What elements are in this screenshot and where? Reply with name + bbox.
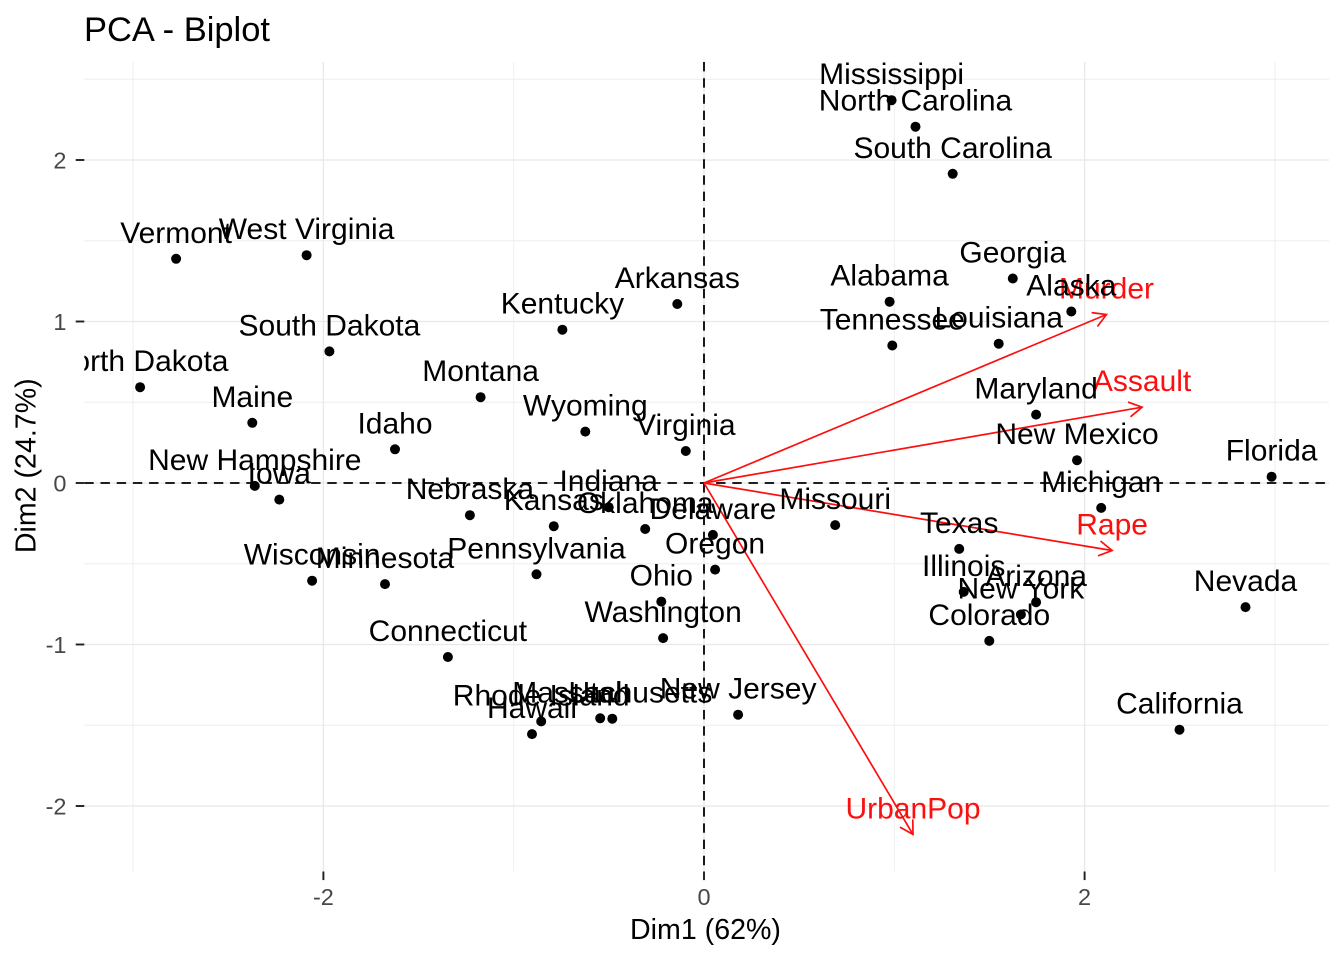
svg-text:New York: New York — [958, 573, 1086, 606]
svg-text:Arizona: Arizona — [985, 560, 1087, 593]
svg-text:-2: -2 — [46, 794, 67, 820]
svg-text:Nebraska: Nebraska — [406, 473, 535, 506]
svg-text:Rhode Island: Rhode Island — [453, 679, 630, 712]
svg-text:Alaska: Alaska — [1026, 270, 1116, 303]
svg-text:Missouri: Missouri — [779, 483, 891, 516]
svg-text:Oregon: Oregon — [665, 528, 765, 561]
svg-text:Connecticut: Connecticut — [369, 615, 528, 648]
svg-text:New Hampshire: New Hampshire — [148, 444, 361, 477]
svg-text:Utah: Utah — [569, 676, 632, 709]
svg-text:0: 0 — [697, 884, 710, 910]
svg-text:PCA - Biplot: PCA - Biplot — [84, 11, 270, 49]
svg-text:Dim2 (24.7%): Dim2 (24.7%) — [11, 378, 43, 553]
svg-text:Hawaii: Hawaii — [487, 692, 577, 725]
svg-text:Florida: Florida — [1226, 435, 1318, 468]
svg-text:Idaho: Idaho — [357, 407, 432, 440]
svg-text:Washington: Washington — [584, 596, 741, 629]
svg-text:Oklahoma: Oklahoma — [577, 487, 714, 520]
svg-text:Assault: Assault — [1093, 365, 1192, 398]
svg-text:Kansas: Kansas — [504, 484, 604, 517]
svg-text:California: California — [1116, 688, 1243, 721]
svg-text:Maine: Maine — [211, 381, 293, 414]
svg-text:Nevada: Nevada — [1194, 565, 1298, 598]
svg-text:1: 1 — [53, 309, 66, 335]
svg-text:Minnesota: Minnesota — [316, 542, 455, 575]
svg-text:Vermont: Vermont — [120, 217, 232, 250]
svg-text:Delaware: Delaware — [650, 493, 777, 526]
svg-text:Wyoming: Wyoming — [523, 390, 648, 423]
svg-text:Arkansas: Arkansas — [615, 262, 740, 295]
svg-text:Maryland: Maryland — [974, 373, 1097, 406]
svg-text:2: 2 — [53, 148, 66, 174]
svg-text:Iowa: Iowa — [248, 458, 312, 491]
svg-text:Alabama: Alabama — [830, 260, 949, 293]
svg-text:West Virginia: West Virginia — [219, 213, 395, 246]
svg-text:2: 2 — [1078, 884, 1091, 910]
svg-text:-2: -2 — [313, 884, 334, 910]
svg-text:Dim1 (62%): Dim1 (62%) — [630, 914, 781, 946]
svg-text:Kentucky: Kentucky — [501, 288, 624, 321]
svg-text:Michigan: Michigan — [1041, 466, 1161, 499]
svg-text:-1: -1 — [46, 632, 67, 658]
svg-text:UrbanPop: UrbanPop — [845, 792, 980, 825]
svg-text:0: 0 — [53, 471, 66, 497]
svg-text:Ohio: Ohio — [630, 560, 693, 593]
svg-text:South Carolina: South Carolina — [853, 132, 1052, 165]
svg-text:Mississippi: Mississippi — [819, 58, 964, 91]
svg-text:North Carolina: North Carolina — [819, 85, 1013, 118]
svg-text:Wisconsin: Wisconsin — [244, 539, 381, 572]
svg-text:Illinois: Illinois — [922, 550, 1005, 583]
svg-text:New Mexico: New Mexico — [995, 418, 1158, 451]
svg-text:Massachusetts: Massachusetts — [512, 677, 712, 710]
svg-text:New Jersey: New Jersey — [660, 673, 817, 706]
svg-text:Georgia: Georgia — [959, 237, 1066, 270]
svg-text:South Dakota: South Dakota — [239, 309, 421, 342]
svg-text:Murder: Murder — [1059, 273, 1154, 306]
svg-text:Montana: Montana — [422, 355, 539, 388]
svg-text:North Dakota: North Dakota — [52, 345, 229, 378]
svg-text:Indiana: Indiana — [559, 465, 658, 498]
svg-text:Colorado: Colorado — [928, 599, 1050, 632]
svg-text:Louisiana: Louisiana — [934, 302, 1063, 335]
svg-text:Pennsylvania: Pennsylvania — [447, 532, 626, 565]
svg-text:Rape: Rape — [1076, 509, 1148, 542]
svg-text:Tennessee: Tennessee — [820, 304, 965, 337]
svg-text:Virginia: Virginia — [636, 409, 736, 442]
svg-text:Texas: Texas — [920, 507, 998, 540]
